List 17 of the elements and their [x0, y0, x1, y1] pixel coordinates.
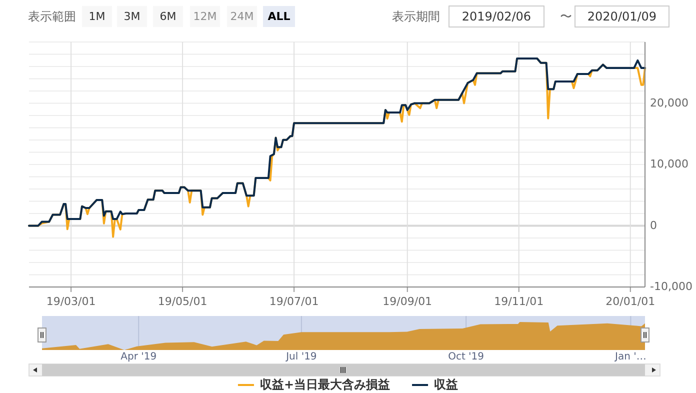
x-tick-label: 19/09/01 [382, 295, 432, 308]
x-tick-label: Jan '… [614, 352, 646, 363]
x-tick-label: 20/01/01 [606, 295, 656, 308]
legend-label: 収益 [434, 377, 458, 392]
x-tick-label: Jul '19 [285, 352, 317, 363]
x-tick-label: Oct '19 [448, 352, 484, 363]
y-tick-label: 20,000 [650, 96, 688, 110]
legend-label: 収益+当日最大含み損益 [260, 377, 390, 392]
x-tick-label: 19/11/01 [494, 295, 544, 308]
x-tick-label: Apr '19 [120, 352, 157, 363]
y-tick-label: 10,000 [650, 158, 688, 171]
x-tick-label: 19/03/01 [46, 295, 96, 308]
controls: 表示範囲 1M 3M 6M 12M 24M ALL 表示期間 2019/02/06 〜 2020/01/09 [28, 6, 670, 28]
y-tick-label: 0 [650, 218, 657, 232]
x-tick-label: 19/05/01 [158, 295, 208, 308]
x-tick-label: 19/07/01 [269, 295, 319, 308]
y-tick-label: -10,000 [650, 280, 692, 294]
